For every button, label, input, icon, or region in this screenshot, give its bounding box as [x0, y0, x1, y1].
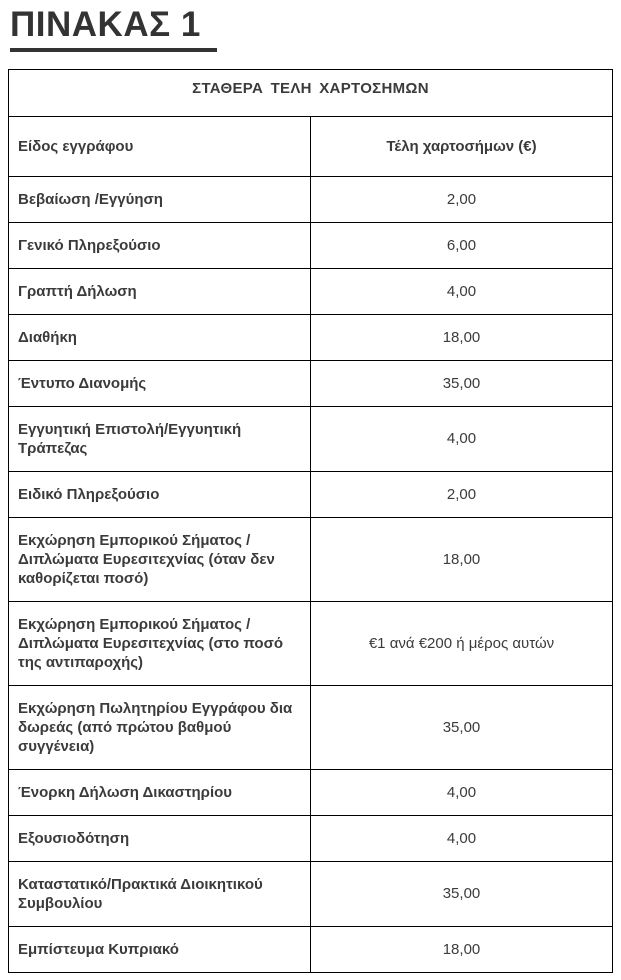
- table-row: Διαθήκη 18,00: [8, 313, 613, 361]
- table-row: Εξουσιοδότηση 4,00: [8, 814, 613, 862]
- fee-amount-cell: 4,00: [310, 814, 613, 862]
- fee-amount-cell: 35,00: [310, 860, 613, 927]
- table-row: Ένορκη Δήλωση Δικαστηρίου 4,00: [8, 768, 613, 816]
- document-type-cell: Γενικό Πληρεξούσιο: [8, 221, 311, 269]
- document-type-cell: Εκχώρηση Πωλητηρίου Εγγράφου δια δωρεάς …: [8, 684, 311, 770]
- fee-amount-cell: 35,00: [310, 359, 613, 407]
- fee-amount-cell: 35,00: [310, 684, 613, 770]
- table-row: Γενικό Πληρεξούσιο 6,00: [8, 221, 613, 269]
- fee-amount-cell: 2,00: [310, 470, 613, 518]
- document-type-cell: Βεβαίωση /Εγγύηση: [8, 175, 311, 223]
- fee-amount-cell: 4,00: [310, 768, 613, 816]
- fee-amount-cell: 18,00: [310, 313, 613, 361]
- table-row: Εκχώρηση Πωλητηρίου Εγγράφου δια δωρεάς …: [8, 684, 613, 770]
- column-header-row: Είδος εγγράφου Τέλη χαρτοσήμων (€): [8, 115, 613, 177]
- column-header-document-type: Είδος εγγράφου: [8, 115, 311, 177]
- document-type-cell: Γραπτή Δήλωση: [8, 267, 311, 315]
- document-type-cell: Εκχώρηση Εμπορικού Σήματος /Διπλώματα Ευ…: [8, 516, 311, 602]
- table-row: Βεβαίωση /Εγγύηση 2,00: [8, 175, 613, 223]
- stamp-duty-fees-table: ΣΤΑΘΕΡΑ ΤΕΛΗ ΧΑΡΤΟΣΗΜΩΝ Είδος εγγράφου Τ…: [8, 68, 613, 973]
- document-type-cell: Καταστατικό/Πρακτικά Διοικητικού Συμβουλ…: [8, 860, 311, 927]
- document-type-cell: Έντυπο Διανομής: [8, 359, 311, 407]
- page-title: ΠΙΝΑΚΑΣ 1: [10, 5, 217, 52]
- document-type-cell: Εγγυητική Επιστολή/Εγγυητική Τράπεζας: [8, 405, 311, 472]
- table-row: Έντυπο Διανομής 35,00: [8, 359, 613, 407]
- document-type-cell: Ένορκη Δήλωση Δικαστηρίου: [8, 768, 311, 816]
- table-row: Εμπίστευμα Κυπριακό 18,00: [8, 925, 613, 973]
- fee-table-body: Βεβαίωση /Εγγύηση 2,00 Γενικό Πληρεξούσιο 6…: [8, 175, 613, 973]
- table-row: Εγγυητική Επιστολή/Εγγυητική Τράπεζας 4,0…: [8, 405, 613, 472]
- table-row: Εκχώρηση Εμπορικού Σήματος /Διπλώματα Ευ…: [8, 516, 613, 602]
- document-type-cell: Ειδικό Πληρεξούσιο: [8, 470, 311, 518]
- table-caption-row: ΣΤΑΘΕΡΑ ΤΕΛΗ ΧΑΡΤΟΣΗΜΩΝ: [8, 68, 613, 117]
- fee-amount-cell: 4,00: [310, 405, 613, 472]
- document-type-cell: Διαθήκη: [8, 313, 311, 361]
- document-type-cell: Εμπίστευμα Κυπριακό: [8, 925, 311, 973]
- document-type-cell: Εξουσιοδότηση: [8, 814, 311, 862]
- column-header-fee: Τέλη χαρτοσήμων (€): [310, 115, 613, 177]
- table-row: Εκχώρηση Εμπορικού Σήματος /Διπλώματα Ευ…: [8, 600, 613, 686]
- fee-amount-cell: 18,00: [310, 925, 613, 973]
- fee-amount-cell: €1 ανά €200 ή μέρος αυτών: [310, 600, 613, 686]
- table-row: Καταστατικό/Πρακτικά Διοικητικού Συμβουλ…: [8, 860, 613, 927]
- table-caption: ΣΤΑΘΕΡΑ ΤΕΛΗ ΧΑΡΤΟΣΗΜΩΝ: [8, 68, 613, 117]
- table-row: Ειδικό Πληρεξούσιο 2,00: [8, 470, 613, 518]
- document-type-cell: Εκχώρηση Εμπορικού Σήματος /Διπλώματα Ευ…: [8, 600, 311, 686]
- fee-table-head: ΣΤΑΘΕΡΑ ΤΕΛΗ ΧΑΡΤΟΣΗΜΩΝ Είδος εγγράφου Τ…: [8, 68, 613, 177]
- table-row: Γραπτή Δήλωση 4,00: [8, 267, 613, 315]
- fee-amount-cell: 6,00: [310, 221, 613, 269]
- fee-amount-cell: 4,00: [310, 267, 613, 315]
- fee-amount-cell: 2,00: [310, 175, 613, 223]
- fee-amount-cell: 18,00: [310, 516, 613, 602]
